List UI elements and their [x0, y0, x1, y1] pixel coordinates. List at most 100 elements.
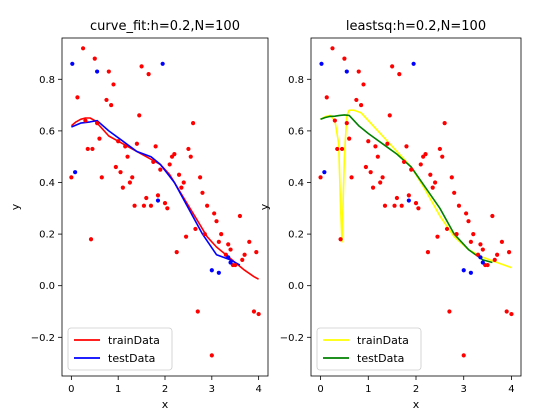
data-point [322, 170, 327, 175]
data-point [380, 175, 385, 180]
y-tick-label: −0.2 [31, 333, 55, 344]
series-line-trainData [70, 117, 259, 280]
data-point [174, 250, 179, 255]
data-point [188, 154, 193, 159]
data-point [478, 255, 483, 260]
data-point [430, 185, 435, 190]
data-point [95, 121, 100, 126]
data-point [363, 164, 368, 170]
data-point [106, 69, 111, 74]
data-point [456, 203, 462, 208]
data-point [461, 353, 466, 358]
data-point [478, 242, 483, 247]
y-tick-label: 0.6 [39, 126, 55, 137]
data-point [251, 309, 257, 314]
data-point [370, 185, 376, 190]
chart-title: curve_fit:h=0.2,N=100 [90, 19, 240, 34]
data-point [125, 154, 130, 159]
data-point [387, 113, 392, 118]
data-point [158, 167, 163, 172]
data-point [392, 203, 397, 208]
data-point [190, 121, 196, 126]
data-point [111, 82, 116, 87]
plot-area [69, 46, 261, 358]
x-tick-label: 4 [508, 384, 514, 395]
data-point [216, 270, 221, 275]
data-point [485, 262, 490, 268]
chart-panel-2: leastsq:h=0.2,N=100 0 1 2 3 4 −0.2 0.0 0.2 0.4 0.6… [258, 19, 522, 411]
data-point [137, 113, 142, 118]
data-point [468, 270, 473, 275]
data-point [193, 226, 198, 232]
data-point [480, 260, 485, 265]
data-point [209, 268, 214, 273]
data-point [200, 190, 205, 195]
data-point [256, 311, 261, 317]
data-point [95, 69, 100, 74]
data-point [375, 154, 380, 159]
data-point [83, 118, 88, 123]
data-point [413, 201, 419, 206]
y-tick-label: −0.2 [280, 333, 304, 344]
data-point [461, 268, 466, 273]
data-point [406, 193, 411, 198]
data-point [176, 172, 182, 177]
data-point [90, 146, 95, 152]
data-point [332, 118, 337, 123]
x-tick-label: 2 [162, 384, 168, 395]
data-point [240, 257, 245, 262]
data-point [411, 61, 416, 66]
data-point [373, 144, 378, 149]
data-point [219, 231, 224, 237]
data-point [318, 175, 323, 180]
chart-panel-1: curve_fit:h=0.2,N=100 0 1 2 3 4 −0.2 0.0 0.2 0.4 0… [9, 19, 269, 411]
data-point [480, 247, 485, 252]
y-tick-label: 0.0 [39, 281, 55, 292]
x-tick-label: 3 [209, 384, 215, 395]
data-point [394, 195, 400, 201]
data-point [382, 203, 388, 208]
data-point [330, 46, 335, 51]
data-point [155, 193, 161, 198]
data-point [338, 237, 343, 242]
data-point [160, 61, 165, 66]
data-point [181, 180, 186, 185]
data-point [155, 198, 161, 203]
plot-frame [310, 37, 522, 377]
data-point [127, 180, 132, 185]
data-point [233, 262, 238, 268]
data-point [254, 250, 259, 255]
data-point [324, 95, 329, 100]
data-point [404, 144, 409, 149]
series-line-testData [320, 114, 493, 264]
data-point [509, 311, 514, 317]
data-point [406, 198, 411, 203]
y-tick-label: 0.2 [288, 230, 304, 241]
data-point [444, 226, 450, 232]
data-point [242, 252, 247, 257]
data-point [344, 121, 349, 126]
x-tick-label: 1 [115, 384, 121, 395]
data-point [132, 203, 137, 208]
data-point [401, 159, 407, 164]
data-point [442, 121, 447, 126]
data-point [153, 144, 158, 149]
y-tick-label: 0.0 [288, 281, 304, 292]
data-point [228, 260, 233, 265]
data-point [85, 146, 90, 152]
data-point [447, 309, 452, 314]
data-point [425, 250, 431, 255]
data-point [319, 61, 324, 66]
data-point [123, 144, 128, 149]
data-point [151, 159, 156, 164]
data-point [492, 257, 497, 262]
data-point [73, 170, 78, 175]
data-point [99, 175, 104, 180]
data-point [92, 56, 97, 61]
data-point [366, 139, 371, 144]
x-tick-label: 0 [68, 384, 74, 395]
data-point [179, 185, 184, 190]
series-line-trainData [320, 109, 512, 269]
data-point [423, 152, 428, 157]
data-point [130, 175, 135, 180]
